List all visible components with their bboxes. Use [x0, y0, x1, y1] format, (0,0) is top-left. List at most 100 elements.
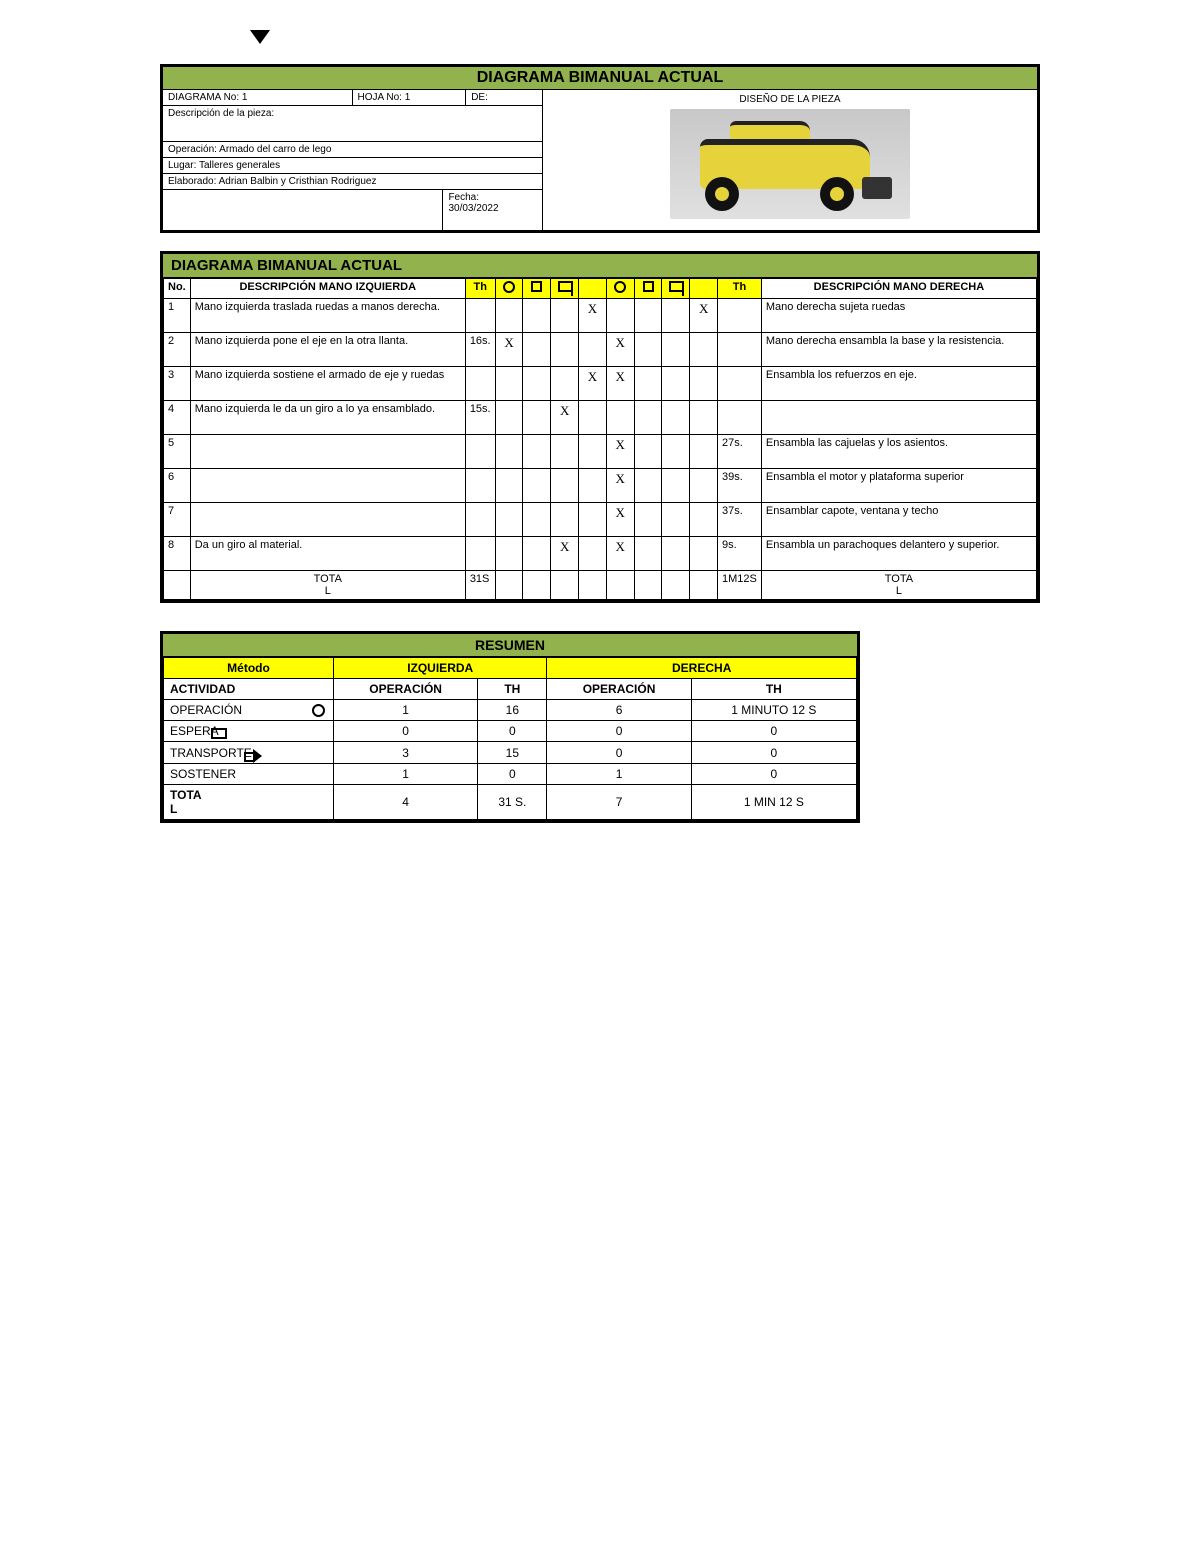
- diagrama-no: DIAGRAMA No: 1: [163, 90, 353, 106]
- cell: Mano derecha sujeta ruedas: [761, 299, 1036, 333]
- res-izq: IZQUIERDA: [334, 658, 547, 679]
- cell: [523, 299, 551, 333]
- cell: [690, 367, 718, 401]
- sym-wait-r: [634, 279, 662, 299]
- bimanual-title: DIAGRAMA BIMANUAL ACTUAL: [163, 254, 1037, 278]
- sym-hold-l: [579, 279, 607, 299]
- cell: [662, 537, 690, 571]
- cell: [718, 401, 762, 435]
- cell: [551, 503, 579, 537]
- header-title: DIAGRAMA BIMANUAL ACTUAL: [163, 67, 1037, 90]
- cell: [523, 537, 551, 571]
- cell: 4: [164, 401, 191, 435]
- cell: 2: [164, 333, 191, 367]
- res-cell: 6: [547, 700, 691, 721]
- res-cell: 0: [691, 742, 856, 764]
- res-cell: 0: [691, 764, 856, 785]
- res-activity: TRANSPORTE: [164, 742, 334, 764]
- cell: [551, 367, 579, 401]
- cell: [579, 333, 607, 367]
- cell: 3: [164, 367, 191, 401]
- cell: [761, 401, 1036, 435]
- resumen-title: RESUMEN: [163, 634, 857, 657]
- cell: [690, 503, 718, 537]
- res-op-i: OPERACIÓN: [334, 679, 478, 700]
- resumen-table: Método IZQUIERDA DERECHA ACTIVIDAD OPERA…: [163, 657, 857, 820]
- square-icon: [643, 281, 654, 292]
- fecha-label: Fecha:: [448, 192, 479, 203]
- res-total-row: TOTAL431 S.71 MIN 12 S: [164, 785, 857, 820]
- cell: [606, 401, 634, 435]
- cell: [690, 537, 718, 571]
- cell: [634, 299, 662, 333]
- cell: 37s.: [718, 503, 762, 537]
- cell: [190, 435, 465, 469]
- res-cell: 16: [478, 700, 547, 721]
- cell: [662, 435, 690, 469]
- res-activity: SOSTENER: [164, 764, 334, 785]
- cell: X: [606, 537, 634, 571]
- cell: Ensambla un parachoques delantero y supe…: [761, 537, 1036, 571]
- cell: [662, 333, 690, 367]
- cell: [523, 367, 551, 401]
- cell: [495, 503, 523, 537]
- cell: Da un giro al material.: [190, 537, 465, 571]
- cell: Mano derecha ensambla la base y la resis…: [761, 333, 1036, 367]
- cell: [579, 503, 607, 537]
- cell: X: [606, 333, 634, 367]
- cell: [690, 401, 718, 435]
- cell: [495, 435, 523, 469]
- cell: X: [690, 299, 718, 333]
- page-marker-arrow: [250, 30, 270, 44]
- cell: [634, 435, 662, 469]
- res-cell: 3: [334, 742, 478, 764]
- cell: [551, 333, 579, 367]
- res-metodo: Método: [164, 658, 334, 679]
- res-cell: 1: [547, 764, 691, 785]
- cell: Ensamblar capote, ventana y techo: [761, 503, 1036, 537]
- cell: [634, 503, 662, 537]
- bim-row: 5X27s.Ensambla las cajuelas y los asient…: [164, 435, 1037, 469]
- piece-image: [670, 109, 910, 219]
- res-th-i: TH: [478, 679, 547, 700]
- fecha-value: 30/03/2022: [448, 203, 498, 214]
- diseno-label: DISEÑO DE LA PIEZA: [549, 94, 1031, 105]
- cell: X: [579, 367, 607, 401]
- cell: 5: [164, 435, 191, 469]
- sym-op-r: [606, 279, 634, 299]
- res-row: SOSTENER1010: [164, 764, 857, 785]
- cell: [690, 469, 718, 503]
- cell: [495, 299, 523, 333]
- cell: [718, 367, 762, 401]
- res-activity: ESPERA: [164, 721, 334, 742]
- cell: [606, 299, 634, 333]
- descripcion-label: Descripción de la pieza:: [163, 106, 542, 142]
- cell: [523, 503, 551, 537]
- cell: 15s.: [465, 401, 495, 435]
- col-der: DESCRIPCIÓN MANO DERECHA: [761, 279, 1036, 299]
- cell: 8: [164, 537, 191, 571]
- cell: [718, 299, 762, 333]
- res-cell: 15: [478, 742, 547, 764]
- cell: [662, 299, 690, 333]
- res-th-d: TH: [691, 679, 856, 700]
- lugar: Lugar: Talleres generales: [163, 158, 542, 174]
- col-th-right: Th: [718, 279, 762, 299]
- sym-hold-r: [690, 279, 718, 299]
- cell: 1: [164, 299, 191, 333]
- cell: [465, 537, 495, 571]
- fecha-cell: Fecha: 30/03/2022: [443, 190, 542, 230]
- res-cell: 1 MINUTO 12 S: [691, 700, 856, 721]
- col-no: No.: [164, 279, 191, 299]
- cell: [662, 469, 690, 503]
- cell: Mano izquierda pone el eje en la otra ll…: [190, 333, 465, 367]
- cell: [523, 401, 551, 435]
- res-row: TRANSPORTE31500: [164, 742, 857, 764]
- cell: [634, 367, 662, 401]
- bim-row: 6X39s.Ensambla el motor y plataforma sup…: [164, 469, 1037, 503]
- cell: [634, 469, 662, 503]
- cell: [579, 469, 607, 503]
- cell: [465, 503, 495, 537]
- bim-row: 8Da un giro al material.XX9s.Ensambla un…: [164, 537, 1037, 571]
- transport-icon: [558, 281, 571, 292]
